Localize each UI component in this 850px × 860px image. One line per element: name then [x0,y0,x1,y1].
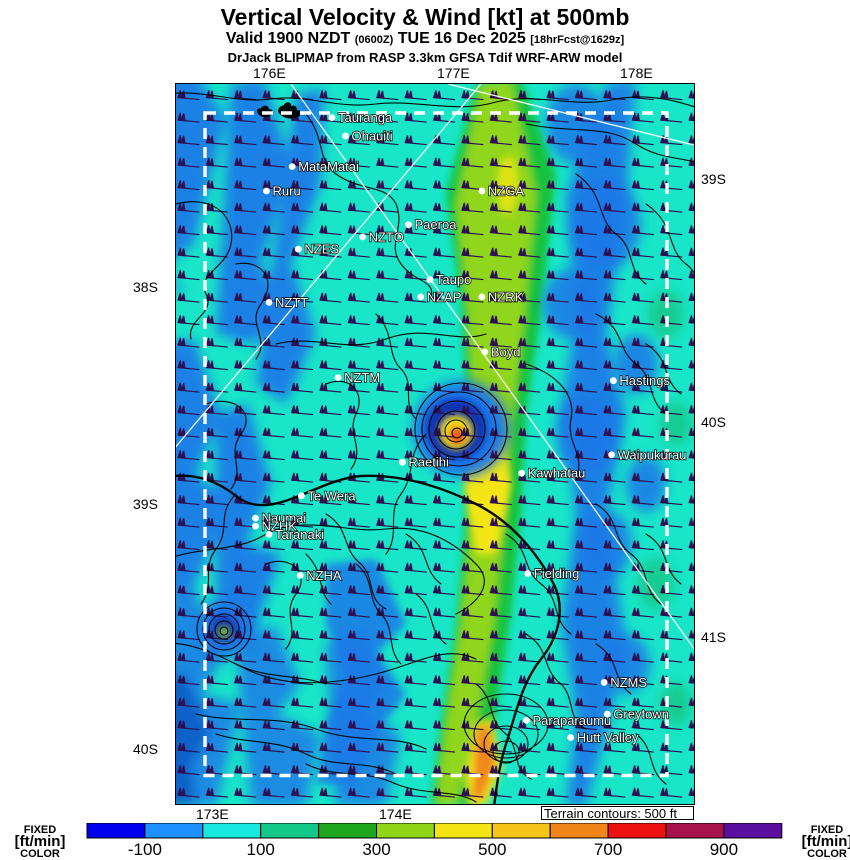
svg-text:Waipukurau: Waipukurau [618,447,687,462]
svg-text:NZRK: NZRK [488,289,524,304]
svg-text:MataMatai: MataMatai [298,159,359,174]
svg-text:NZHA: NZHA [306,568,342,583]
svg-text:100: 100 [247,840,275,859]
svg-text:NZTO: NZTO [369,229,404,244]
svg-text:NZTT: NZTT [275,295,308,310]
svg-text:Paeroa: Paeroa [415,217,458,232]
svg-text:300: 300 [362,840,390,859]
svg-text:-100: -100 [128,840,162,859]
svg-text:Ohauiti: Ohauiti [352,129,393,144]
svg-text:900: 900 [710,840,738,859]
svg-text:COLOR: COLOR [20,848,60,860]
svg-text:Kawhatau: Kawhatau [528,466,586,481]
svg-text:NZTM: NZTM [344,370,380,385]
svg-text:NZGA: NZGA [488,184,524,199]
svg-text:NZAP: NZAP [427,289,462,304]
svg-text:NZMS: NZMS [610,675,647,690]
svg-text:Fielding: Fielding [534,566,580,581]
svg-text:Taranaki: Taranaki [275,527,324,542]
svg-text:Te Wera: Te Wera [307,488,356,503]
svg-text:Hastings: Hastings [619,373,670,388]
svg-text:700: 700 [594,840,622,859]
svg-text:Greytown: Greytown [613,707,669,722]
svg-text:Ruru: Ruru [273,184,301,199]
svg-text:Raetihi: Raetihi [408,455,449,470]
svg-text:Tauranga: Tauranga [338,110,393,125]
svg-text:Paraparaumu: Paraparaumu [533,713,612,728]
svg-text:Taupo: Taupo [436,272,471,287]
svg-text:Hutt Valley: Hutt Valley [577,730,639,745]
svg-text:Boyd: Boyd [491,344,521,359]
svg-text:COLOR: COLOR [807,848,847,860]
svg-text:500: 500 [478,840,506,859]
svg-text:NZES: NZES [304,242,339,257]
